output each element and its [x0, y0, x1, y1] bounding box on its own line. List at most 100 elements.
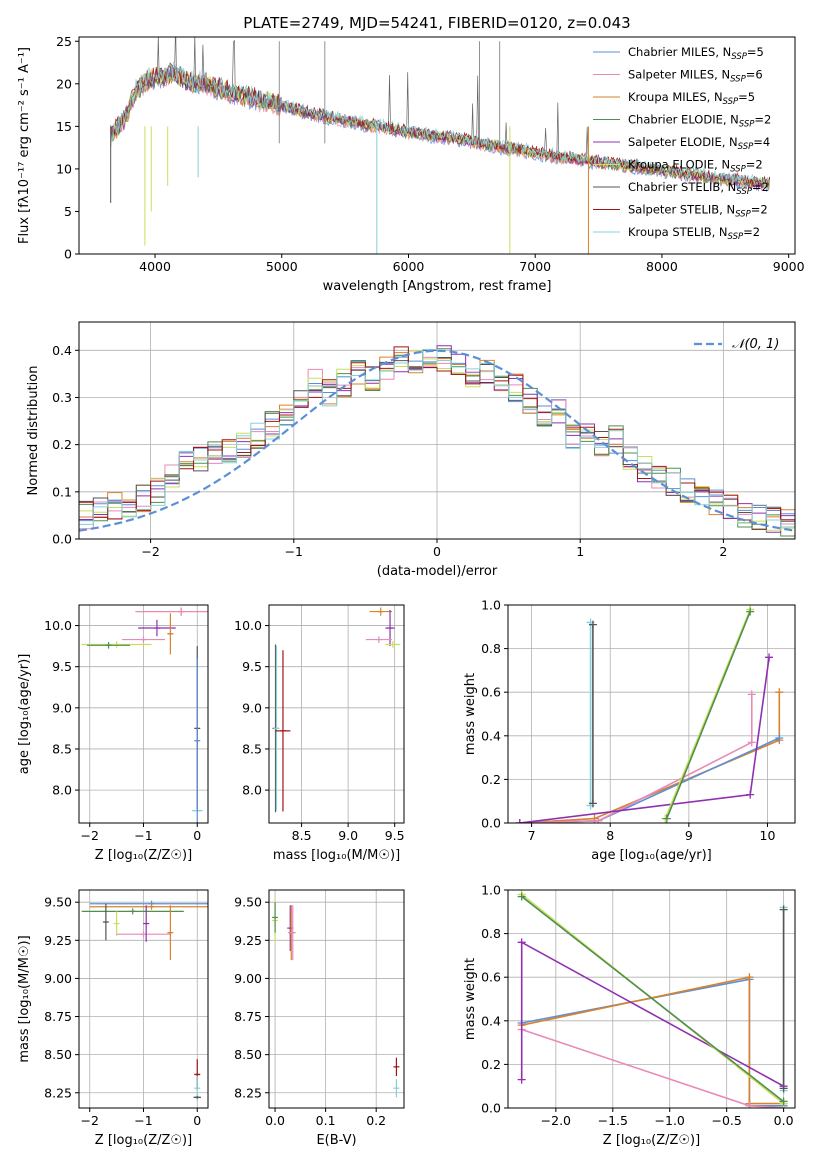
legend-label: Salpeter ELODIE, NSSP=4 [628, 135, 770, 152]
spectrum-line-kroupa-stelib [110, 61, 771, 187]
series-marker [594, 816, 603, 823]
x-tick-label: 0.1 [316, 1113, 336, 1128]
y-tick-label: 9.0 [242, 700, 262, 715]
y-tick-label: 8.5 [52, 741, 72, 756]
x-axis-label: E(B-V) [316, 1133, 356, 1148]
figure-title: PLATE=2749, MJD=54241, FIBERID=0120, z=0… [243, 14, 630, 32]
series-marker [588, 620, 597, 629]
legend-sub: SSP [738, 142, 754, 152]
x-tick-label: 7 [528, 828, 536, 843]
legend-label: Chabrier ELODIE, NSSP=2 [628, 113, 771, 130]
series-line [519, 737, 780, 823]
y-tick-label: 0.6 [481, 685, 501, 700]
x-tick-label: 5000 [266, 259, 298, 274]
x-tick-label: 8 [606, 828, 614, 843]
histogram-step [79, 348, 795, 539]
legend-tail: =6 [746, 68, 763, 82]
legend-tail: =2 [746, 158, 763, 172]
x-tick-label: 9000 [773, 259, 805, 274]
legend-sub: SSP [735, 210, 751, 220]
y-tick-label: 0.1 [52, 484, 72, 499]
y-tick-label: 0.2 [481, 1057, 501, 1072]
x-tick-label: −2 [141, 544, 159, 559]
series-marker [779, 1097, 788, 1106]
x-tick-label: −1 [134, 1113, 152, 1128]
axes-frame [507, 889, 796, 1109]
y-tick-label: 8.0 [242, 783, 262, 798]
x-tick-label: 0 [193, 828, 201, 843]
series-line [666, 611, 751, 819]
legend-label: Kroupa ELODIE, NSSP=2 [628, 158, 763, 175]
y-tick-label: 0.2 [481, 772, 501, 787]
x-tick-label: 0.2 [366, 1113, 386, 1128]
y-tick-label: 0.4 [52, 343, 72, 358]
legend-base: Salpeter ELODIE, N [628, 135, 738, 149]
legend-label: 𝒩(0, 1) [732, 337, 779, 352]
series-marker [745, 973, 754, 982]
y-tick-label: 10.0 [44, 618, 72, 633]
y-tick-label: 1.0 [481, 883, 501, 898]
legend-label: Chabrier STELIB, NSSP=2 [628, 180, 769, 197]
y-tick-label: 8.75 [44, 1009, 72, 1024]
x-tick-label: −0.5 [711, 1113, 741, 1128]
series-line [521, 1028, 784, 1108]
plot-area [515, 605, 784, 823]
series-line [664, 609, 751, 819]
series-marker [517, 892, 526, 901]
axes-frame [268, 604, 405, 824]
chart-z-vs-mass: −2 −1 0 8.25 8.50 8.75 9.00 9.25 9.50 Z [log₁₀(Z/… [17, 889, 209, 1148]
y-tick-label: 8.50 [234, 1047, 262, 1062]
y-tick-label: 5 [64, 204, 72, 219]
x-axis-label: Z [log₁₀(Z/Z☉)] [95, 848, 192, 863]
series-marker [746, 607, 755, 616]
y-tick-label: 0.0 [481, 816, 501, 831]
series-line [519, 692, 781, 823]
legend-base: Chabrier ELODIE, N [628, 113, 739, 127]
legend-sub: SSP [736, 187, 752, 197]
y-axis-label: Flux [fλ10⁻¹⁷ erg cm⁻² s⁻¹ A⁻¹] [17, 47, 32, 244]
y-tick-label: 8.5 [242, 741, 262, 756]
chart-z-vs-weight: −2.0 −1.5 −1.0 −0.5 0.0 0.0 0.2 0.4 0.6 0.8 1.0 Z [… [463, 883, 796, 1148]
series-marker [779, 1084, 788, 1093]
x-tick-label: −2 [81, 1113, 99, 1128]
x-tick-label: 9.5 [385, 828, 405, 843]
series-line [521, 976, 784, 1105]
chart-z-vs-age: −2 −1 0 8.0 8.5 9.0 9.5 10.0 Z [log₁₀(Z/Z☉)] age … [17, 604, 209, 863]
series-marker [765, 653, 774, 662]
y-tick-label: 9.25 [44, 933, 72, 948]
legend-sub: SSP [730, 165, 746, 175]
y-tick-label: 9.00 [234, 971, 262, 986]
plot-area [272, 899, 400, 1098]
legend-base: Salpeter STELIB, N [628, 203, 735, 217]
x-tick-label: 4000 [139, 259, 171, 274]
x-tick-label: −1 [134, 828, 152, 843]
chart-residuals: −2 −1 0 1 2 0.0 0.1 0.2 0.3 0.4 (data-model)/error… [26, 321, 796, 579]
y-tick-label: 0.6 [481, 970, 501, 985]
y-tick-label: 9.25 [234, 933, 262, 948]
y-tick-label: 9.00 [44, 971, 72, 986]
legend-base: Kroupa ELODIE, N [628, 158, 730, 172]
legend-base: Chabrier STELIB, N [628, 180, 736, 194]
x-tick-label: 0 [433, 544, 441, 559]
x-axis-label: (data-model)/error [377, 564, 498, 579]
legend-label: Salpeter STELIB, NSSP=2 [628, 203, 768, 220]
x-tick-label: −1.0 [655, 1113, 685, 1128]
legend-tail: =2 [751, 203, 768, 217]
legend-sub: SSP [728, 232, 744, 242]
chart-mass-vs-age: 8.5 9.0 9.5 8.0 8.5 9.0 9.5 10.0 mass [log₁₀(M/M… [234, 604, 405, 863]
y-tick-label: 0.4 [481, 1013, 501, 1028]
y-tick-label: 0.8 [481, 641, 501, 656]
legend-base: Kroupa STELIB, N [628, 225, 728, 239]
y-tick-label: 9.50 [44, 895, 72, 910]
y-tick-label: 0 [64, 247, 72, 262]
legend-tail: =2 [754, 113, 771, 127]
axes-frame [78, 36, 796, 255]
x-tick-label: 0.0 [774, 1113, 794, 1128]
y-tick-label: 25 [56, 34, 72, 49]
legend-base: Chabrier MILES, N [628, 45, 731, 59]
x-tick-label: 8000 [646, 259, 678, 274]
plot-area [517, 890, 788, 1108]
series-marker [517, 1075, 526, 1084]
legend-label: Kroupa STELIB, NSSP=2 [628, 225, 760, 242]
x-tick-label: −1 [285, 544, 303, 559]
